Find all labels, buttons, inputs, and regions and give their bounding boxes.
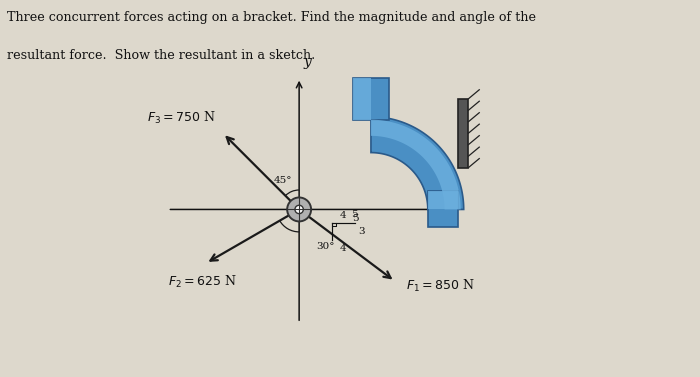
Text: y: y xyxy=(304,55,312,69)
Polygon shape xyxy=(371,120,461,210)
Polygon shape xyxy=(371,117,463,210)
Text: 3: 3 xyxy=(358,227,365,236)
Text: x: x xyxy=(456,199,464,213)
Text: $F_3 = 750$ N: $F_3 = 750$ N xyxy=(147,110,216,126)
Text: Three concurrent forces acting on a bracket. Find the magnitude and angle of the: Three concurrent forces acting on a brac… xyxy=(7,11,536,24)
Bar xyxy=(428,192,458,210)
Text: 5: 5 xyxy=(351,210,357,219)
Text: $F_2 = 625$ N: $F_2 = 625$ N xyxy=(169,274,237,290)
Text: $F_1 = 850$ N: $F_1 = 850$ N xyxy=(406,278,475,294)
Circle shape xyxy=(287,198,311,221)
Bar xyxy=(353,78,371,120)
Text: resultant force.  Show the resultant in a sketch.: resultant force. Show the resultant in a… xyxy=(7,49,315,62)
Bar xyxy=(428,192,458,227)
Bar xyxy=(458,99,468,167)
Text: 4: 4 xyxy=(340,211,346,220)
Bar xyxy=(353,78,389,120)
Text: 4: 4 xyxy=(340,244,346,253)
Text: 45°: 45° xyxy=(274,176,292,185)
Circle shape xyxy=(295,205,303,214)
Text: 30°: 30° xyxy=(316,242,335,251)
Text: 5: 5 xyxy=(352,214,358,223)
